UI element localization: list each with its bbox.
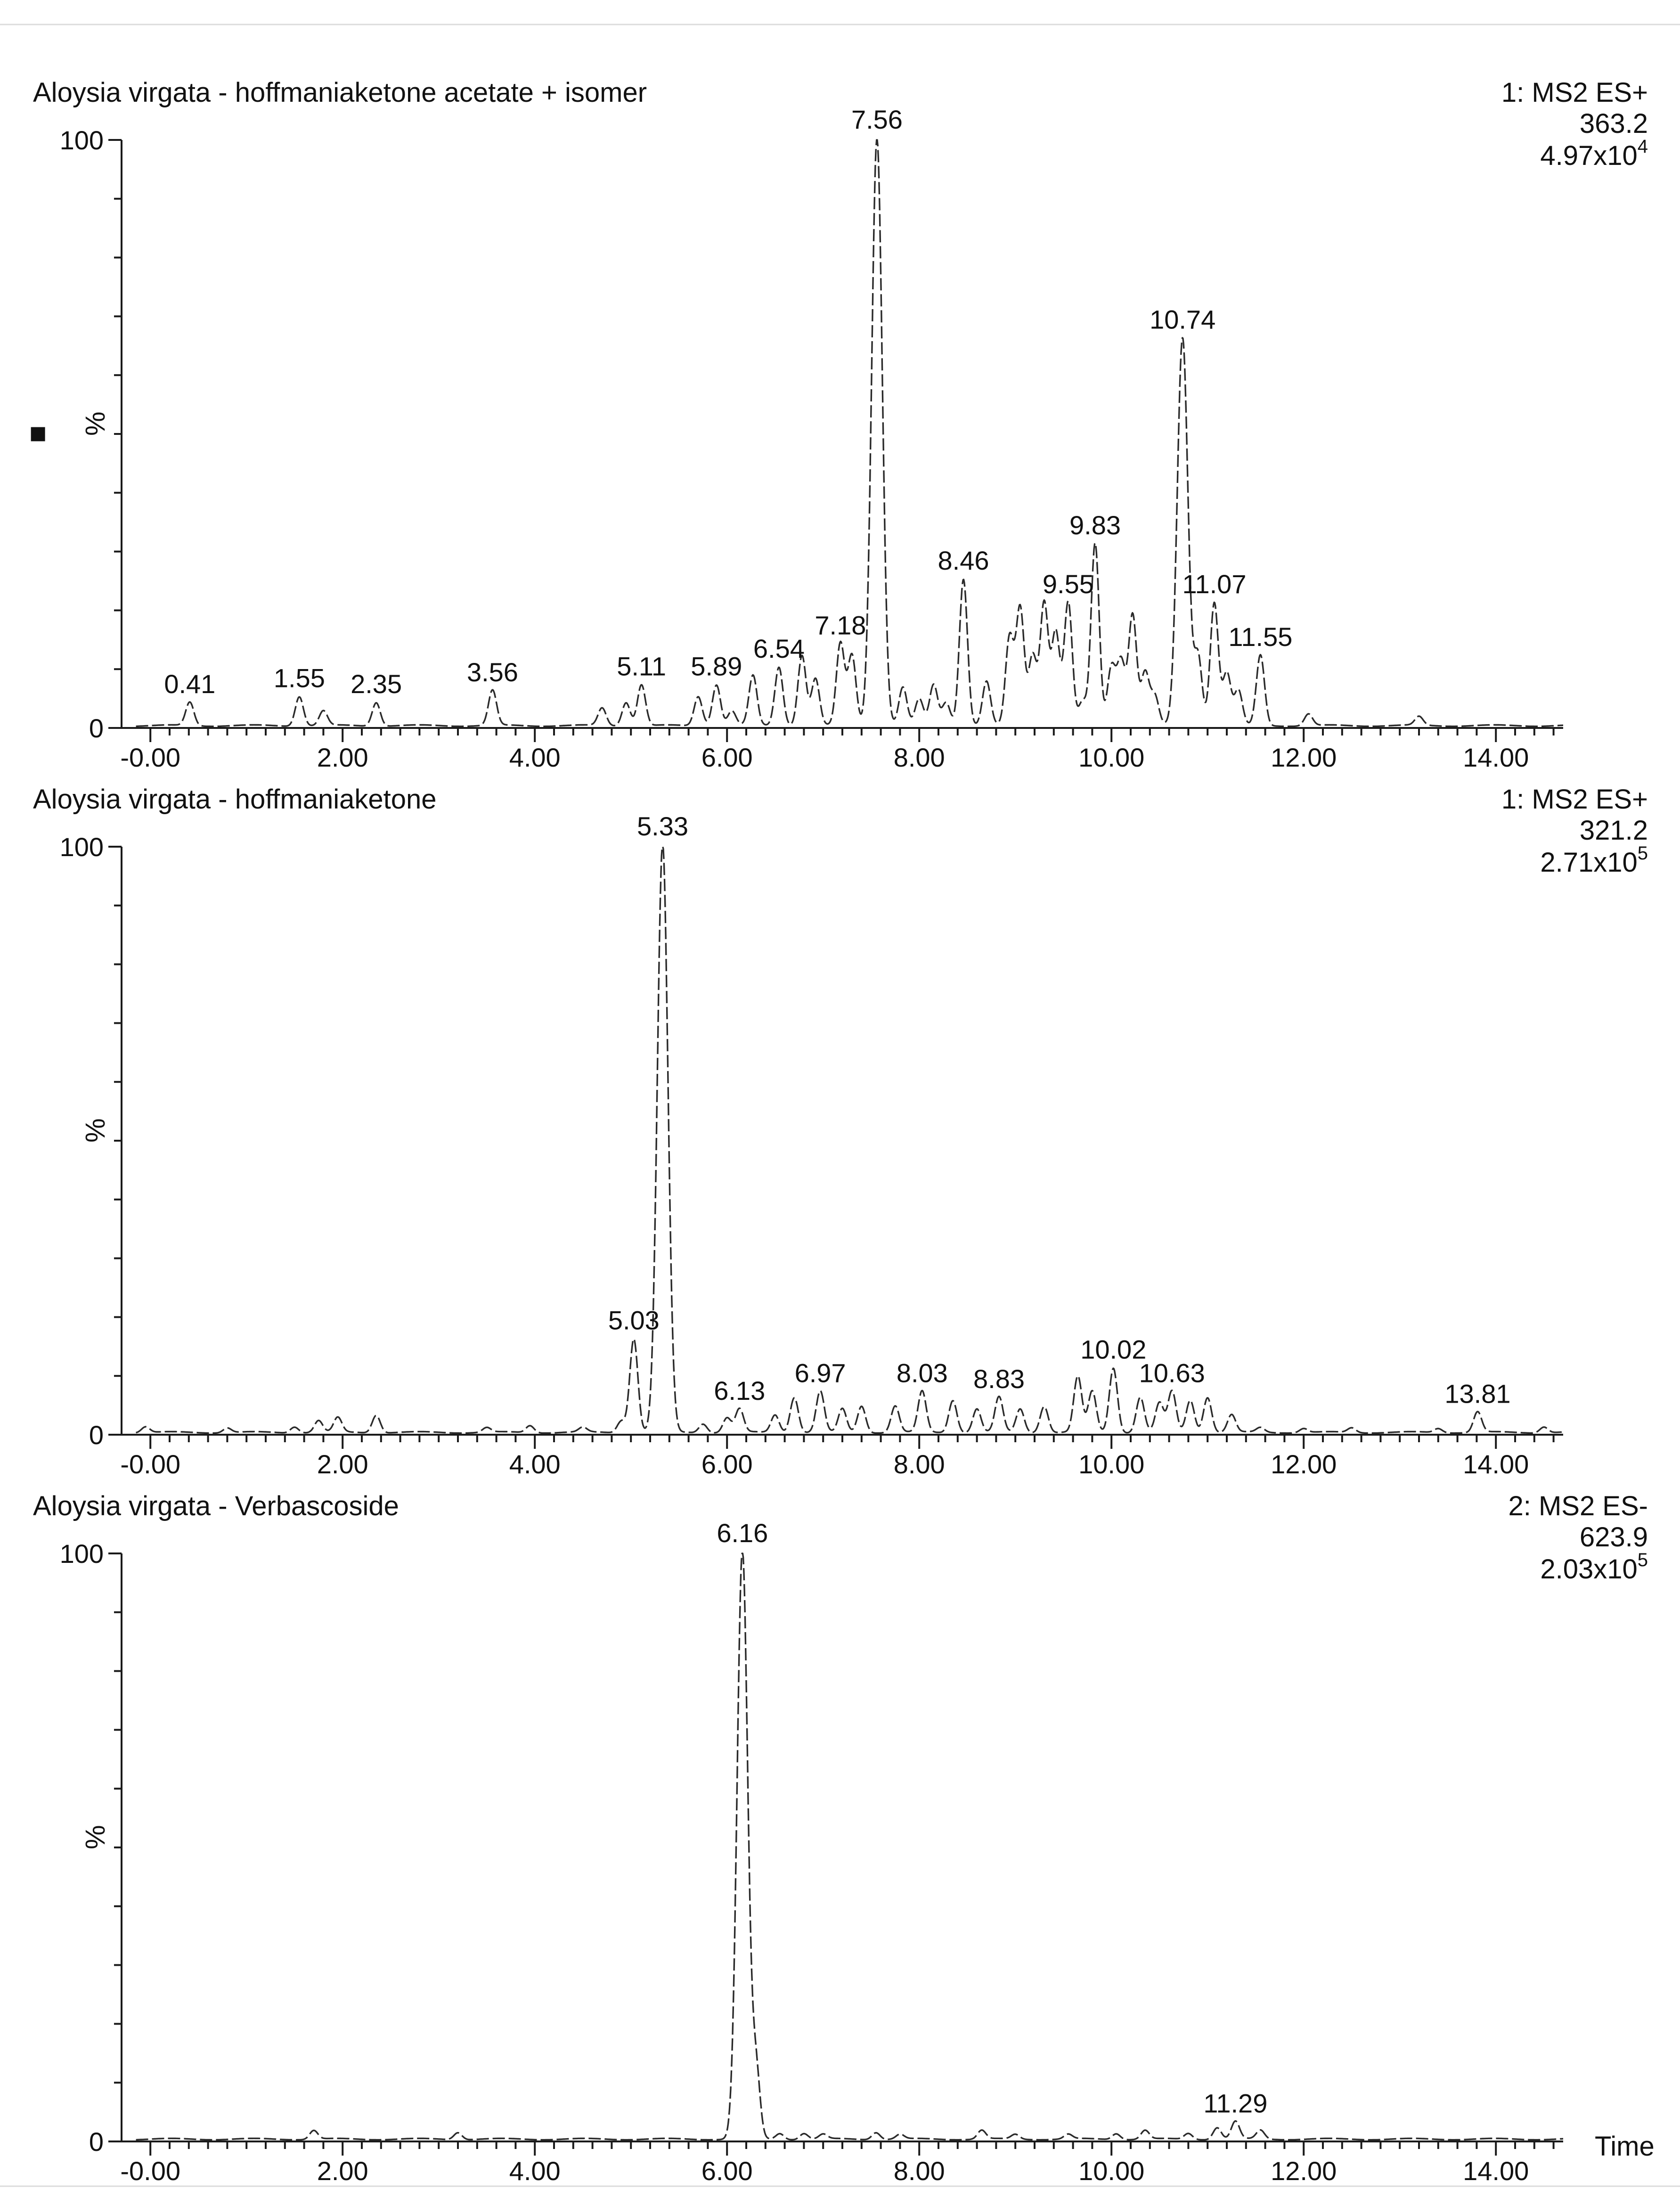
- x-tick-label: 8.00: [894, 743, 945, 772]
- detector-label: 2: MS2 ES-: [1508, 1491, 1648, 1521]
- intensity-exponent: 5: [1638, 1550, 1648, 1570]
- x-tick-label: 10.00: [1078, 2156, 1144, 2186]
- x-tick-label: 4.00: [509, 2156, 561, 2186]
- peak-label: 1.55: [274, 663, 325, 693]
- peak-label: 7.18: [815, 610, 866, 640]
- mass-label: 363.2: [1580, 108, 1648, 139]
- x-tick-label: 2.00: [317, 743, 368, 772]
- intensity-label: 2.03x105: [1540, 1550, 1648, 1585]
- peak-label: 0.41: [164, 669, 215, 699]
- peak-label: 6.54: [753, 634, 805, 663]
- x-tick-label: 12.00: [1271, 1449, 1337, 1479]
- y-tick-label: 0: [89, 2127, 104, 2157]
- x-axis-label: Time: [1595, 2131, 1655, 2162]
- x-tick-label: 4.00: [509, 1449, 561, 1479]
- peak-label: 8.46: [938, 546, 989, 575]
- chromatogram-trace: [136, 1552, 1564, 2141]
- peak-label: 6.16: [717, 1518, 768, 1548]
- peak-label: 13.81: [1444, 1379, 1510, 1408]
- peak-label: 7.56: [851, 105, 903, 134]
- mass-label: 321.2: [1580, 815, 1648, 846]
- y-tick-label: 100: [60, 125, 104, 155]
- y-tick-label: 100: [60, 1539, 104, 1569]
- peak-label: 8.83: [973, 1364, 1025, 1394]
- chart-panel-1: Aloysia virgata - hoffmaniaketone acetat…: [33, 77, 1648, 772]
- peak-label: 9.83: [1069, 510, 1121, 540]
- chart-panel-3: Aloysia virgata - Verbascoside 2: MS2 ES-…: [33, 1491, 1655, 2186]
- x-tick-label: 8.00: [894, 2156, 945, 2186]
- x-tick-label: 8.00: [894, 1449, 945, 1479]
- y-axis-unit-label: %: [80, 1118, 111, 1143]
- peak-label: 5.89: [691, 652, 742, 681]
- detector-label: 1: MS2 ES+: [1501, 77, 1648, 108]
- peak-label: 10.74: [1150, 304, 1215, 334]
- x-tick-label: -0.00: [120, 1449, 180, 1479]
- x-tick-label: 10.00: [1078, 743, 1144, 772]
- peak-label: 5.03: [608, 1305, 660, 1335]
- peak-label: 11.07: [1182, 569, 1246, 599]
- mass-label: 623.9: [1580, 1522, 1648, 1552]
- peak-label: 10.02: [1080, 1335, 1146, 1364]
- x-tick-label: 12.00: [1271, 2156, 1337, 2186]
- panel-title: Aloysia virgata - hoffmaniaketone: [33, 784, 437, 815]
- peak-label: 5.33: [637, 811, 688, 841]
- x-tick-label: 2.00: [317, 1449, 368, 1479]
- intensity-label: 4.97x104: [1540, 136, 1648, 171]
- y-tick-label: 0: [89, 1420, 104, 1450]
- x-tick-label: -0.00: [120, 2156, 180, 2186]
- y-axis-unit-label: %: [80, 1825, 111, 1849]
- peak-label: 2.35: [351, 669, 402, 699]
- peak-label: 3.56: [467, 657, 518, 687]
- x-tick-label: 12.00: [1271, 743, 1337, 772]
- x-tick-label: 6.00: [701, 2156, 753, 2186]
- chromatogram-trace: [136, 139, 1564, 727]
- x-tick-label: 2.00: [317, 2156, 368, 2186]
- x-tick-label: 6.00: [701, 743, 753, 772]
- y-tick-label: 100: [60, 832, 104, 862]
- peak-label: 6.97: [795, 1358, 846, 1388]
- peak-label: 11.29: [1203, 2089, 1267, 2118]
- x-tick-label: 10.00: [1078, 1449, 1144, 1479]
- x-tick-label: -0.00: [120, 743, 180, 772]
- x-tick-label: 14.00: [1463, 2156, 1529, 2186]
- peak-label: 6.13: [714, 1376, 765, 1405]
- peak-label: 8.03: [897, 1358, 948, 1388]
- x-tick-label: 6.00: [701, 1449, 753, 1479]
- peak-label: 9.55: [1043, 569, 1094, 599]
- peak-label: 10.63: [1139, 1358, 1205, 1388]
- x-tick-label: 14.00: [1463, 1449, 1529, 1479]
- x-tick-label: 4.00: [509, 743, 561, 772]
- side-marker-icon: ■: [29, 417, 47, 449]
- panel-title: Aloysia virgata - hoffmaniaketone acetat…: [33, 77, 647, 108]
- intensity-exponent: 4: [1638, 136, 1648, 157]
- detector-label: 1: MS2 ES+: [1501, 784, 1648, 815]
- chart-panel-2: Aloysia virgata - hoffmaniaketone 1: MS2 …: [33, 784, 1648, 1479]
- intensity-label: 2.71x105: [1540, 843, 1648, 878]
- peak-label: 11.55: [1228, 622, 1292, 652]
- chromatogram-trace: [136, 846, 1564, 1434]
- intensity-mantissa: 2.71x10: [1540, 847, 1637, 878]
- intensity-mantissa: 4.97x10: [1540, 140, 1637, 171]
- y-axis-unit-label: %: [80, 411, 111, 436]
- intensity-exponent: 5: [1638, 843, 1648, 864]
- panel-title: Aloysia virgata - Verbascoside: [33, 1491, 399, 1521]
- intensity-mantissa: 2.03x10: [1540, 1554, 1637, 1585]
- x-tick-label: 14.00: [1463, 743, 1529, 772]
- y-tick-label: 0: [89, 713, 104, 743]
- peak-label: 5.11: [617, 652, 666, 681]
